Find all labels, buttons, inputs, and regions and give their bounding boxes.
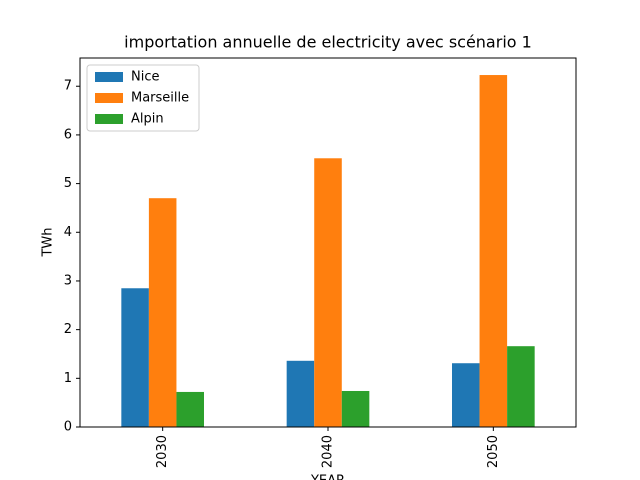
chart-title: importation annuelle de electricity avec… [124,33,532,52]
y-tick-label: 3 [64,273,72,288]
plot-frame [79,57,577,428]
bar [176,391,204,427]
legend-swatch [95,93,123,103]
bar [121,288,149,427]
legend-swatch [95,114,123,124]
y-axis-label: TWh [41,227,56,257]
bar [286,360,315,427]
y-tick-label: 1 [64,371,72,386]
y-tick-label: 2 [64,322,72,337]
bar [452,363,480,427]
bar [341,390,370,427]
legend-label: Nice [131,70,159,85]
y-tick-label: 6 [64,127,72,142]
legend-label: Marseille [131,91,189,106]
x-tick-label: 2030 [155,435,170,468]
bar [479,75,508,427]
y-tick-label: 7 [64,79,72,94]
y-tick-label: 5 [64,176,72,191]
x-tick-label: 2050 [486,435,501,468]
x-tick-label: 2040 [321,435,336,468]
legend-swatch [95,72,123,82]
y-tick-label: 0 [64,420,72,435]
bar [507,346,535,427]
bar [148,198,177,427]
x-axis-label: YEAR [310,474,345,480]
legend-label: Alpin [131,112,164,127]
bar [314,158,342,427]
y-tick-label: 4 [64,225,72,240]
